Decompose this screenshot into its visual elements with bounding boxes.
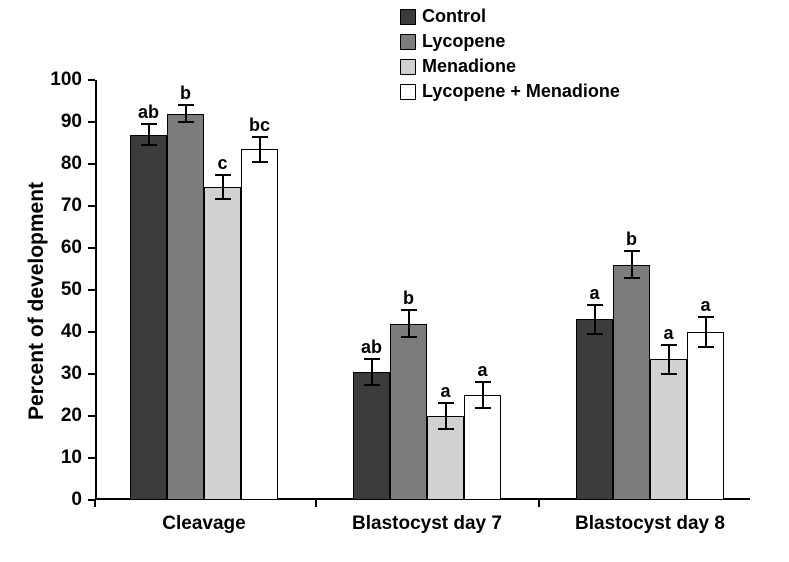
y-tick-label: 10 — [38, 447, 82, 469]
y-tick — [88, 247, 95, 249]
error-bar — [445, 403, 447, 428]
y-tick-label: 90 — [38, 111, 82, 133]
x-category-label: Blastocyst day 7 — [307, 513, 547, 535]
legend-label: Control — [422, 6, 486, 27]
y-tick — [88, 415, 95, 417]
significance-label: bc — [240, 115, 280, 136]
significance-label: b — [389, 288, 429, 309]
bar — [167, 114, 204, 500]
error-bar — [482, 382, 484, 409]
bar — [650, 359, 687, 500]
plot-area: 0102030405060708090100abbcbcCleavageabba… — [95, 80, 750, 500]
error-cap — [215, 174, 231, 176]
x-tick — [94, 500, 96, 507]
bar — [241, 149, 278, 500]
error-cap — [698, 346, 714, 348]
legend-item: Menadione — [400, 56, 516, 77]
error-cap — [364, 384, 380, 386]
bar — [204, 187, 241, 500]
bar — [390, 324, 427, 500]
error-cap — [698, 316, 714, 318]
legend-swatch — [400, 9, 416, 25]
y-axis — [95, 80, 97, 500]
error-bar — [594, 305, 596, 334]
error-bar — [371, 359, 373, 384]
x-category-label: Cleavage — [84, 513, 324, 535]
y-tick — [88, 289, 95, 291]
bar — [130, 135, 167, 500]
error-cap — [661, 344, 677, 346]
error-bar — [705, 317, 707, 346]
significance-label: c — [203, 153, 243, 174]
legend-label: Lycopene — [422, 31, 505, 52]
y-axis-title: Percent of development — [25, 182, 49, 420]
x-tick — [315, 500, 317, 507]
error-bar — [631, 251, 633, 278]
error-cap — [438, 402, 454, 404]
significance-label: a — [575, 283, 615, 304]
significance-label: a — [686, 295, 726, 316]
significance-label: ab — [352, 337, 392, 358]
error-cap — [141, 123, 157, 125]
error-cap — [401, 336, 417, 338]
legend-label: Menadione — [422, 56, 516, 77]
significance-label: ab — [129, 102, 169, 123]
error-cap — [215, 198, 231, 200]
legend-item: Lycopene — [400, 31, 505, 52]
error-cap — [252, 161, 268, 163]
y-tick — [88, 373, 95, 375]
x-category-label: Blastocyst day 8 — [530, 513, 770, 535]
development-chart: ControlLycopeneMenadioneLycopene + Menad… — [0, 0, 789, 562]
error-bar — [148, 124, 150, 145]
error-cap — [438, 428, 454, 430]
legend-swatch — [400, 34, 416, 50]
error-cap — [141, 144, 157, 146]
error-cap — [624, 277, 640, 279]
y-tick — [88, 121, 95, 123]
legend-item: Control — [400, 6, 486, 27]
error-cap — [401, 309, 417, 311]
y-tick — [88, 457, 95, 459]
legend-swatch — [400, 59, 416, 75]
bar — [687, 332, 724, 500]
significance-label: a — [426, 381, 466, 402]
error-cap — [178, 121, 194, 123]
error-cap — [178, 104, 194, 106]
bar — [464, 395, 501, 500]
y-tick-label: 80 — [38, 153, 82, 175]
error-cap — [587, 333, 603, 335]
error-cap — [624, 250, 640, 252]
error-cap — [587, 304, 603, 306]
bar — [576, 319, 613, 500]
error-cap — [661, 373, 677, 375]
significance-label: a — [463, 360, 503, 381]
x-tick — [538, 500, 540, 507]
error-cap — [364, 358, 380, 360]
significance-label: b — [166, 83, 206, 104]
bar — [613, 265, 650, 500]
error-bar — [408, 310, 410, 337]
significance-label: b — [612, 229, 652, 250]
error-bar — [668, 345, 670, 374]
error-bar — [259, 137, 261, 162]
error-cap — [475, 381, 491, 383]
error-bar — [222, 175, 224, 199]
y-tick — [88, 205, 95, 207]
y-tick — [88, 163, 95, 165]
y-tick-label: 0 — [38, 489, 82, 511]
significance-label: a — [649, 323, 689, 344]
error-cap — [252, 136, 268, 138]
y-tick — [88, 331, 95, 333]
error-bar — [185, 105, 187, 122]
y-tick — [88, 79, 95, 81]
error-cap — [475, 407, 491, 409]
bar — [353, 372, 390, 500]
y-tick-label: 100 — [38, 69, 82, 91]
